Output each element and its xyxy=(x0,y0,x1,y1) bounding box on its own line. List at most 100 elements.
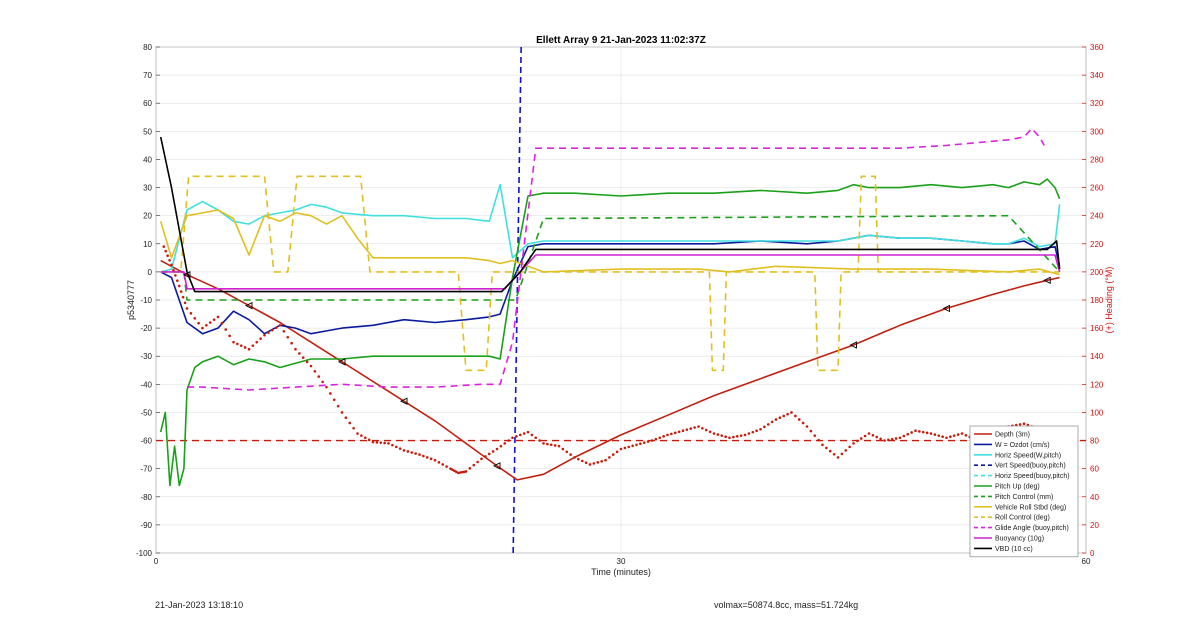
heading-point xyxy=(410,451,414,454)
legend-entry: W = Ozdot (cm/s) xyxy=(995,442,1050,449)
footer-timestamp: 21-Jan-2023 13:18:10 xyxy=(155,600,244,610)
heading-point xyxy=(534,436,538,440)
heading-point xyxy=(290,341,293,345)
heading-point xyxy=(666,433,669,437)
legend-box xyxy=(969,425,1079,558)
heading-point xyxy=(580,459,584,463)
heading-point xyxy=(402,449,406,452)
heading-point xyxy=(526,430,530,434)
heading-point xyxy=(782,414,786,418)
heading-point xyxy=(724,435,727,438)
heading-point xyxy=(164,249,167,253)
heading-point xyxy=(743,433,747,437)
heading-point xyxy=(677,430,681,434)
heading-point xyxy=(867,432,871,435)
y-axis-label: p5340777 xyxy=(126,280,136,320)
heading-point xyxy=(879,437,882,441)
heading-point xyxy=(697,425,700,428)
heading-point xyxy=(832,452,836,456)
heading-point xyxy=(453,469,456,473)
heading-point xyxy=(499,444,503,448)
heading-point xyxy=(596,461,600,464)
heading-point xyxy=(181,295,185,299)
heading-point xyxy=(728,436,731,440)
heading-point xyxy=(902,434,906,438)
series-line-pitch-up-deg xyxy=(159,178,1061,487)
heading-point xyxy=(464,470,468,473)
heading-point xyxy=(487,452,491,456)
heading-point xyxy=(313,370,317,373)
y2-tick-label: 240 xyxy=(1090,212,1104,221)
heading-point xyxy=(670,432,673,436)
heading-point xyxy=(208,321,212,324)
heading-point xyxy=(546,442,549,446)
heading-point xyxy=(387,442,390,445)
heading-point xyxy=(503,442,507,445)
y-tick-label: -70 xyxy=(140,465,152,474)
depth-marker xyxy=(492,462,501,470)
heading-point xyxy=(325,385,328,389)
heading-point xyxy=(189,312,193,315)
heading-point xyxy=(627,445,631,449)
heading-point xyxy=(739,434,743,437)
heading-point xyxy=(794,414,797,418)
heading-point xyxy=(460,470,464,474)
heading-point xyxy=(600,459,603,463)
heading-point xyxy=(805,425,809,428)
heading-point xyxy=(363,436,367,440)
heading-point xyxy=(282,329,286,333)
heading-point xyxy=(172,268,175,272)
y-tick-label: 30 xyxy=(143,184,152,193)
heading-point xyxy=(538,439,541,442)
heading-point xyxy=(197,321,200,325)
heading-point xyxy=(251,344,255,347)
heading-point xyxy=(462,470,466,474)
y2-tick-label: 20 xyxy=(1090,521,1099,530)
heading-point xyxy=(960,432,964,435)
x-tick-label: 60 xyxy=(1082,557,1091,566)
series-line-depth-3m xyxy=(160,259,1060,481)
heading-point xyxy=(848,445,851,449)
heading-point xyxy=(809,429,813,433)
heading-point xyxy=(604,458,607,462)
heading-point xyxy=(247,347,251,351)
heading-point xyxy=(549,443,553,447)
heading-point xyxy=(507,439,510,442)
heading-point xyxy=(456,471,460,475)
heading-point xyxy=(828,449,832,453)
heading-point xyxy=(542,442,545,445)
heading-point xyxy=(906,432,910,436)
heading-point xyxy=(332,398,336,402)
y2-tick-label: 40 xyxy=(1090,493,1099,502)
heading-point xyxy=(162,245,166,248)
heading-point xyxy=(168,258,171,262)
heading-point xyxy=(518,433,522,437)
heading-point xyxy=(681,429,685,433)
heading-point xyxy=(259,337,262,340)
heading-point xyxy=(774,418,778,421)
heading-point xyxy=(662,435,665,438)
y2-tick-label: 360 xyxy=(1090,43,1104,52)
legend-entry: Depth (3m) xyxy=(995,432,1030,439)
heading-point xyxy=(468,467,472,470)
heading-point xyxy=(205,324,208,327)
heading-point xyxy=(348,421,352,425)
heading-point xyxy=(201,326,204,330)
heading-point xyxy=(817,438,820,442)
heading-point xyxy=(945,436,948,440)
heading-point xyxy=(425,456,429,459)
heading-point xyxy=(956,433,960,436)
y-tick-label: 80 xyxy=(143,43,152,52)
left-y-axis: 80 70 60 50 40 30 20 10 0 -10 -20 -30 -40 -50 -60 -70 -8… xyxy=(136,43,160,558)
y-tick-label: 20 xyxy=(143,212,152,221)
right-y-axis: 3603403203002802602402202001801601401201… xyxy=(1082,43,1104,558)
y-tick-label: -30 xyxy=(140,352,152,361)
heading-point xyxy=(522,432,526,435)
heading-point xyxy=(921,430,925,434)
series-line-vbd-10-cc xyxy=(159,136,1061,293)
heading-point xyxy=(398,447,402,450)
heading-point xyxy=(898,436,902,440)
heading-point xyxy=(631,444,634,448)
heading-point xyxy=(243,346,247,349)
heading-point xyxy=(294,347,297,351)
